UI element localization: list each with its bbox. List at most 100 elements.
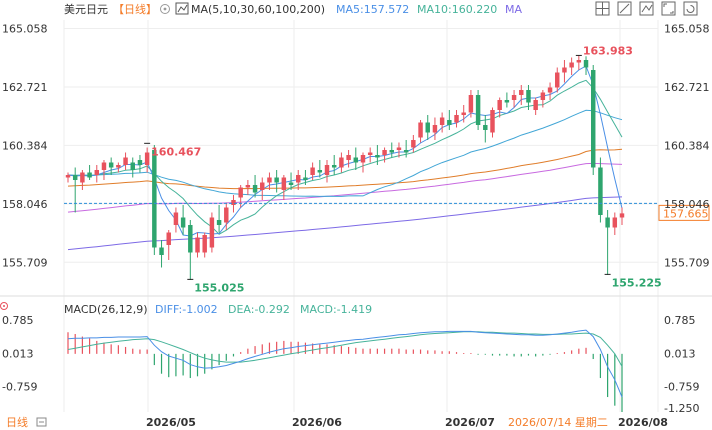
candle-body — [310, 167, 315, 175]
candle-body — [619, 213, 625, 218]
candle-body — [267, 177, 272, 183]
refresh-icon[interactable] — [683, 1, 698, 16]
y-tick-left: 165.058 — [2, 23, 48, 36]
candle-body — [130, 162, 135, 170]
candle-body — [317, 170, 323, 173]
candle-body — [461, 112, 466, 115]
candle-body — [94, 170, 100, 175]
y-tick-right: 158.046 — [664, 198, 710, 211]
settings-icon[interactable] — [160, 4, 170, 14]
candle-body — [324, 165, 330, 175]
macd-tick-left: 0.785 — [2, 314, 34, 327]
candle-body — [173, 212, 179, 225]
candle-body — [439, 117, 445, 125]
candle-body — [303, 177, 308, 180]
low-2-label: 155.225 — [612, 276, 662, 289]
y-tick-right: 165.058 — [664, 23, 710, 36]
y-tick-left: 160.384 — [2, 139, 48, 152]
y-tick-left: 158.046 — [2, 198, 48, 211]
candle-body — [72, 175, 78, 180]
period-button[interactable]: 日线 — [6, 415, 28, 429]
draw-tool-icon[interactable] — [639, 1, 654, 16]
price-annotations: 157.665 160.467 155.025 163.983 155.225 — [64, 44, 710, 294]
candle-body — [555, 72, 560, 88]
candle-body — [533, 100, 538, 110]
ma-more-label: MA — [505, 3, 522, 16]
candle-body — [260, 182, 265, 190]
candle-body — [152, 150, 157, 248]
ma10-value: MA10:160.220 — [417, 3, 497, 16]
candle-body — [209, 217, 215, 248]
candle-body — [238, 187, 243, 198]
candle-body — [202, 235, 207, 253]
timeframe-icon[interactable] — [36, 417, 47, 427]
candle-body — [108, 162, 114, 168]
ma10-line — [67, 79, 623, 235]
low-1-label: 155.025 — [194, 281, 244, 294]
candle-body — [288, 182, 294, 185]
candle-body — [231, 200, 236, 205]
candle-body — [569, 62, 574, 68]
x-label-jun: 2026/06 — [292, 416, 342, 429]
candle-body — [367, 152, 373, 155]
candle-body — [159, 247, 164, 255]
candle-body — [598, 167, 603, 215]
ma200-line — [67, 196, 623, 251]
last-price-value: 157.665 — [663, 207, 709, 220]
candle-body — [504, 100, 510, 103]
candle-body — [245, 185, 251, 188]
x-label-jul: 2026/07 — [445, 416, 495, 429]
candle-body — [396, 147, 402, 150]
candle-body — [475, 95, 481, 125]
fullscreen-icon[interactable] — [661, 1, 676, 16]
macd-dea-value: DEA:-0.292 — [228, 303, 290, 316]
candle-body — [252, 185, 258, 193]
y-tick-left: 155.709 — [2, 256, 48, 269]
macd-label[interactable]: MACD(26,12,9) — [64, 303, 148, 316]
candle-body — [166, 232, 171, 245]
indicator-icon[interactable] — [175, 2, 189, 15]
candle-body — [281, 177, 287, 190]
candle-body — [331, 165, 337, 168]
ma-settings-label[interactable]: MA(5,10,30,60,100,200) — [191, 3, 325, 16]
candle-body — [447, 120, 452, 125]
price-axis: 165.058 165.058 162.721 162.721 160.384 160.3… — [2, 23, 710, 270]
candle-body — [101, 162, 107, 170]
candle-body — [418, 122, 423, 138]
candle-body — [137, 160, 143, 165]
cursor-date: 2026/07/14 星期二 — [508, 416, 608, 429]
pair-title: 美元日元 — [64, 3, 108, 16]
dea-line — [67, 331, 623, 367]
macd-tick-left: -0.759 — [2, 381, 37, 394]
candle-body — [590, 70, 596, 168]
ma60-line — [67, 148, 623, 190]
candle-body — [562, 67, 567, 73]
candle-body — [144, 152, 150, 165]
candle-body — [497, 100, 502, 110]
crosshair-icon[interactable] — [617, 1, 632, 16]
grid-icon[interactable] — [595, 1, 610, 16]
macd-tick-right: 0.013 — [664, 347, 696, 360]
x-label-aug: 2026/08 — [618, 416, 668, 429]
ma30-line — [67, 109, 623, 197]
candle-body — [403, 150, 409, 153]
candle-body — [123, 157, 128, 165]
candle-body — [360, 155, 366, 163]
macd-toggle-icon[interactable] — [0, 302, 8, 310]
candle-body — [375, 155, 380, 158]
macd-tick-right: -1.250 — [664, 402, 699, 415]
macd-tick-right: -0.759 — [664, 381, 699, 394]
macd-panel: 0.785 0.785 0.013 0.013 -0.759 -0.759 -1.250 — [2, 314, 699, 416]
candle-body — [389, 150, 394, 153]
candle-body — [540, 92, 546, 100]
candle-body — [346, 155, 351, 160]
diff-line — [67, 329, 623, 398]
candle-body — [339, 157, 344, 168]
candle-body — [526, 90, 531, 103]
candle-body — [296, 175, 301, 183]
macd-tick-right: 0.785 — [664, 314, 696, 327]
candle-body — [612, 217, 618, 228]
y-tick-right: 162.721 — [664, 81, 710, 94]
macd-diff-value: DIFF:-1.002 — [155, 303, 218, 316]
